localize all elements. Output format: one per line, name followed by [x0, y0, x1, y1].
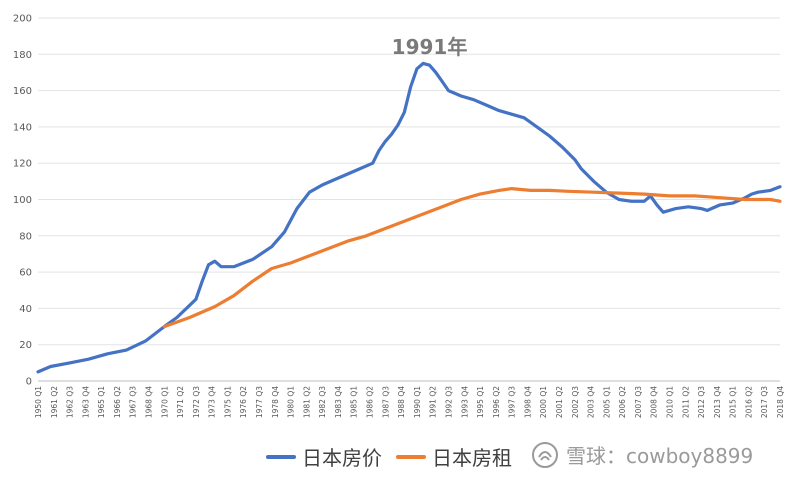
x-tick-label: 2012 Q3 — [697, 386, 706, 418]
legend-label-rent: 日本房租 — [432, 446, 512, 470]
x-tick-label: 1988 Q4 — [397, 386, 406, 418]
annotations: 1991年 — [392, 35, 468, 59]
x-tick-label: 2011 Q2 — [681, 386, 690, 418]
x-tick-label: 1972 Q3 — [192, 386, 201, 418]
peak-annotation: 1991年 — [392, 35, 468, 59]
y-tick-label: 160 — [13, 86, 32, 97]
x-tick-label: 1973 Q4 — [208, 386, 217, 418]
x-tick-label: 1992 Q3 — [444, 386, 453, 418]
x-tick-label: 1991 Q2 — [429, 386, 438, 418]
series-line-house-price — [36, 61, 782, 374]
y-tick-label: 100 — [13, 195, 32, 206]
x-tick-label: 1983 Q4 — [334, 386, 343, 418]
y-tick-label: 0 — [26, 377, 32, 388]
y-tick-label: 40 — [19, 304, 32, 315]
x-tick-label: 1976 Q2 — [239, 386, 248, 418]
y-tick-label: 120 — [13, 159, 32, 170]
x-tick-label: 1978 Q4 — [271, 386, 280, 418]
y-tick-label: 180 — [13, 50, 32, 61]
x-tick-label: 1966 Q2 — [113, 386, 122, 418]
x-tick-label: 1996 Q2 — [492, 386, 501, 418]
x-tick-label: 2002 Q3 — [571, 386, 580, 418]
x-tick-label: 1961 Q2 — [50, 386, 59, 418]
x-tick-label: 1987 Q3 — [381, 386, 390, 418]
watermark: 雪球：cowboy8899 — [532, 440, 753, 469]
y-axis: 0 20 40 60 80 100 120 140 160 180 200 — [13, 14, 32, 388]
x-tick-label: 2013 Q4 — [713, 386, 722, 418]
x-tick-label: 2008 Q4 — [650, 386, 659, 418]
x-tick-label: 2016 Q2 — [744, 386, 753, 418]
series-group — [36, 61, 782, 374]
x-tick-label: 1975 Q1 — [223, 386, 232, 418]
x-tick-label: 1971 Q2 — [176, 386, 185, 418]
x-tick-label: 1998 Q4 — [523, 386, 532, 418]
y-tick-label: 140 — [13, 122, 32, 133]
legend-swatch-rent — [396, 454, 426, 459]
watermark-text: 雪球：cowboy8899 — [566, 444, 754, 468]
x-tick-label: 1995 Q1 — [476, 386, 485, 418]
x-tick-label: 2000 Q1 — [539, 386, 548, 418]
x-tick-label: 2001 Q2 — [555, 386, 564, 418]
x-tick-label: 1950 Q1 — [34, 386, 43, 418]
x-tick-label: 1963 Q4 — [81, 386, 90, 418]
x-tick-label: 1985 Q1 — [350, 386, 359, 418]
x-tick-label: 1965 Q1 — [97, 386, 106, 418]
x-tick-label: 1997 Q3 — [508, 386, 517, 418]
x-tick-label: 1982 Q3 — [318, 386, 327, 418]
legend-item-house-price: 日本房价 — [266, 442, 382, 471]
y-tick-label: 60 — [19, 268, 32, 279]
x-tick-label: 1968 Q4 — [145, 386, 154, 418]
x-tick-label: 2005 Q1 — [602, 386, 611, 418]
grid-lines — [38, 17, 780, 382]
legend-swatch-house-price — [266, 454, 296, 459]
y-tick-label: 20 — [19, 340, 32, 351]
x-tick-label: 2017 Q3 — [760, 386, 769, 418]
x-tick-label: 1986 Q2 — [366, 386, 375, 418]
x-tick-label: 1967 Q3 — [129, 386, 138, 418]
x-tick-label: 1993 Q4 — [460, 386, 469, 418]
x-tick-label: 1962 Q3 — [66, 386, 75, 418]
x-tick-label: 2007 Q3 — [634, 386, 643, 418]
x-tick-label: 2018 Q4 — [776, 386, 785, 418]
snowball-logo-icon — [532, 441, 558, 468]
legend-item-rent: 日本房租 — [396, 442, 512, 471]
x-axis: 1950 Q1 1961 Q2 1962 Q3 1963 Q4 1965 Q1 1966 … — [34, 386, 785, 418]
legend: 日本房价 日本房租 — [266, 442, 526, 471]
x-tick-label: 1980 Q1 — [287, 386, 296, 418]
legend-label-house-price: 日本房价 — [302, 446, 382, 470]
x-tick-label: 1970 Q1 — [160, 386, 169, 418]
x-tick-label: 1981 Q2 — [302, 386, 311, 418]
y-tick-label: 80 — [19, 231, 32, 242]
x-tick-label: 2006 Q2 — [618, 386, 627, 418]
y-tick-label: 200 — [13, 14, 32, 25]
x-tick-label: 2015 Q1 — [729, 386, 738, 418]
x-tick-label: 1977 Q3 — [255, 386, 264, 418]
x-tick-label: 2003 Q4 — [587, 386, 596, 418]
x-tick-label: 1990 Q1 — [413, 386, 422, 418]
series-line-rent — [162, 187, 782, 329]
x-tick-label: 2010 Q1 — [665, 386, 674, 418]
